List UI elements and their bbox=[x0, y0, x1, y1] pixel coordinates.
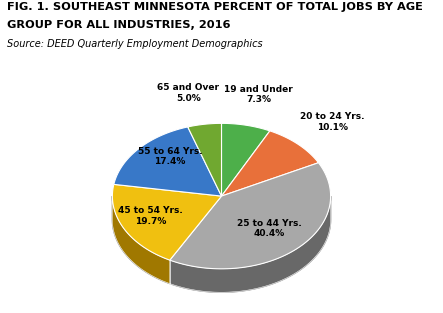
Text: Source: DEED Quarterly Employment Demographics: Source: DEED Quarterly Employment Demogr… bbox=[7, 39, 262, 49]
Polygon shape bbox=[170, 163, 330, 269]
Text: 45 to 54 Yrs.
19.7%: 45 to 54 Yrs. 19.7% bbox=[118, 206, 183, 226]
Text: 20 to 24 Yrs.
10.1%: 20 to 24 Yrs. 10.1% bbox=[300, 112, 365, 131]
Polygon shape bbox=[113, 197, 170, 284]
Polygon shape bbox=[113, 197, 170, 284]
Polygon shape bbox=[114, 127, 222, 196]
Text: 19 and Under
7.3%: 19 and Under 7.3% bbox=[224, 85, 293, 104]
Polygon shape bbox=[113, 184, 222, 260]
Polygon shape bbox=[222, 123, 270, 196]
Polygon shape bbox=[188, 123, 222, 196]
Text: GROUP FOR ALL INDUSTRIES, 2016: GROUP FOR ALL INDUSTRIES, 2016 bbox=[7, 20, 230, 30]
Text: 25 to 44 Yrs.
40.4%: 25 to 44 Yrs. 40.4% bbox=[237, 218, 301, 238]
Polygon shape bbox=[222, 131, 319, 196]
Polygon shape bbox=[170, 199, 330, 292]
Polygon shape bbox=[170, 199, 330, 292]
Text: 55 to 64 Yrs.
17.4%: 55 to 64 Yrs. 17.4% bbox=[138, 146, 202, 166]
Text: 65 and Over
5.0%: 65 and Over 5.0% bbox=[157, 84, 219, 103]
Text: FIG. 1. SOUTHEAST MINNESOTA PERCENT OF TOTAL JOBS BY AGE: FIG. 1. SOUTHEAST MINNESOTA PERCENT OF T… bbox=[7, 2, 423, 12]
Polygon shape bbox=[113, 196, 330, 292]
